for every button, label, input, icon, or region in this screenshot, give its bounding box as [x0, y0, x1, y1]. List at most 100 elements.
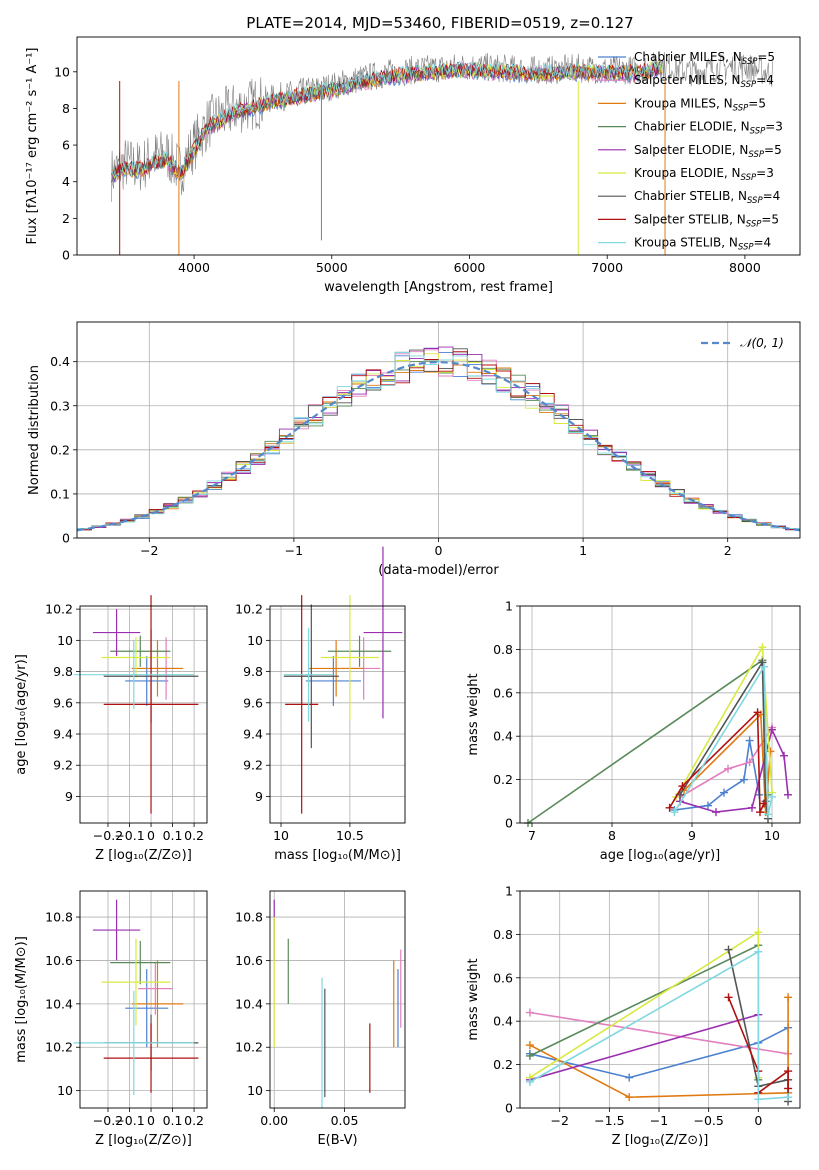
weight-marker [784, 1093, 793, 1102]
y-tick-label: 9.4 [53, 727, 73, 742]
x-axis-label: Z [log₁₀(Z/Z⊙)] [612, 1133, 709, 1148]
weight-marker [748, 803, 756, 812]
legend-entry: Kroupa STELIB, NSSP=4 [634, 236, 771, 253]
x-tick-label: 7 [528, 828, 536, 843]
weight-marker [525, 1041, 534, 1050]
model-spectrum-line [111, 60, 663, 181]
weight-line [529, 950, 789, 1101]
x-tick-label: −1 [285, 543, 303, 558]
weight-marker [753, 708, 762, 717]
x-tick-label: 7000 [591, 260, 623, 275]
y-tick-label: 0.8 [493, 642, 513, 657]
y-axis-label: mass weight [466, 958, 481, 1040]
legend-entry: Salpeter MILES, NSSP=4 [634, 73, 774, 90]
axes-frame [79, 605, 208, 824]
plot-area [524, 643, 792, 827]
weight-line [679, 659, 769, 819]
x-tick-label: −0.1 [114, 1113, 144, 1128]
weight-line [529, 1011, 789, 1055]
x-axis-label: Z [log₁₀(Z/Z⊙)] [95, 848, 192, 863]
y-axis-label: Flux [fλ10⁻¹⁷ erg cm⁻² s⁻¹ A⁻¹] [25, 48, 40, 245]
weight-marker [784, 1067, 793, 1076]
x-tick-label: −0.2 [93, 828, 123, 843]
axes-frame [269, 605, 406, 824]
x-tick-label: 1 [579, 543, 587, 558]
weight-marker [724, 945, 733, 954]
y-tick-label: 10 [57, 633, 73, 648]
x-tick-label: 0 [147, 1113, 155, 1128]
legend-entry: 𝒩(0, 1) [740, 336, 784, 350]
y-tick-label: 10.2 [45, 602, 73, 617]
weight-marker [758, 643, 767, 652]
y-tick-label: 9.2 [53, 758, 73, 773]
y-tick-label: 10 [247, 1083, 263, 1098]
mass-vs-metallicity-panel: −0.2−0.1 0 0.1 0.2 10 10.2 10.4 10.6 10.8 Z [log₁… [14, 890, 208, 1148]
weight-marker [670, 808, 679, 817]
weight-marker [766, 747, 775, 756]
y-tick-label: 10.6 [45, 953, 73, 968]
weight-marker [665, 803, 674, 812]
weight-line [679, 727, 789, 813]
weight-marker [625, 1093, 634, 1102]
model-spectrum-line [111, 61, 663, 179]
y-tick-label: 2 [62, 211, 70, 226]
normal-curve [76, 360, 801, 532]
weight-line [529, 944, 760, 1080]
weight-marker [525, 1051, 534, 1060]
x-tick-label: −0.5 [693, 1113, 723, 1128]
y-tick-label: 10.2 [235, 1040, 263, 1055]
figure-title: PLATE=2014, MJD=53460, FIBERID=0519, z=0… [246, 14, 633, 32]
y-tick-label: 9.8 [243, 664, 263, 679]
x-axis-label: E(B-V) [317, 1133, 357, 1148]
weight-marker [780, 751, 788, 760]
y-tick-label: 0.6 [493, 685, 513, 700]
weight-marker [704, 801, 712, 810]
legend-entry: Chabrier STELIB, NSSP=4 [634, 189, 780, 206]
y-tick-label: 10 [247, 633, 263, 648]
y-tick-label: 10.6 [235, 953, 263, 968]
x-tick-label: 0.2 [184, 828, 204, 843]
weight-marker [754, 928, 763, 937]
x-tick-label: −1 [650, 1113, 668, 1128]
weight-marker [625, 1073, 634, 1082]
weight-marker [724, 764, 732, 773]
y-axis-label: mass weight [466, 673, 481, 755]
weight-marker [758, 658, 767, 667]
y-tick-label: 9.6 [53, 695, 73, 710]
axes-frame [519, 605, 801, 824]
y-tick-label: 9.2 [243, 758, 263, 773]
y-tick-label: 0.4 [493, 729, 513, 744]
legend-entry: Salpeter STELIB, NSSP=5 [634, 212, 779, 229]
x-tick-label: 0.05 [331, 1113, 359, 1128]
weight-marker [745, 736, 754, 745]
x-tick-label: 0.2 [184, 1113, 204, 1128]
x-tick-label: 0 [435, 543, 443, 558]
x-tick-label: −2 [140, 543, 158, 558]
weight-marker [720, 788, 728, 797]
x-tick-label: −0.2 [93, 1113, 123, 1128]
axes-frame [269, 890, 406, 1109]
x-tick-label: −2 [550, 1113, 568, 1128]
axes-frame [519, 890, 801, 1109]
y-tick-label: 10.2 [235, 602, 263, 617]
x-axis-label: age [log₁₀(age/yr)] [600, 848, 721, 863]
y-tick-label: 10.8 [235, 910, 263, 925]
y-tick-label: 10.8 [45, 910, 73, 925]
x-tick-label: 0 [754, 1113, 762, 1128]
y-tick-label: 0.4 [493, 1014, 513, 1029]
x-tick-label: 4000 [178, 260, 210, 275]
spectrum-legend: Chabrier MILES, NSSP=5 Salpeter MILES, NS… [598, 50, 783, 253]
axes-frame [76, 36, 801, 256]
weight-line [529, 1013, 759, 1081]
x-tick-label: 0.00 [260, 1113, 288, 1128]
y-tick-label: 0.2 [493, 772, 513, 787]
x-tick-label: −0.1 [114, 828, 144, 843]
y-tick-label: 10.4 [235, 996, 263, 1011]
y-tick-label: 10 [54, 64, 70, 79]
weight-marker [525, 1077, 534, 1086]
weight-vs-metallicity-panel: −2 −1.5 −1 −0.5 0 0 0.2 0.4 0.6 0.8 1 Z [log₁₀(Z/Z⊙… [466, 884, 801, 1148]
y-tick-label: 10.2 [45, 1040, 73, 1055]
weight-line [529, 930, 760, 1079]
weight-marker [760, 799, 768, 808]
